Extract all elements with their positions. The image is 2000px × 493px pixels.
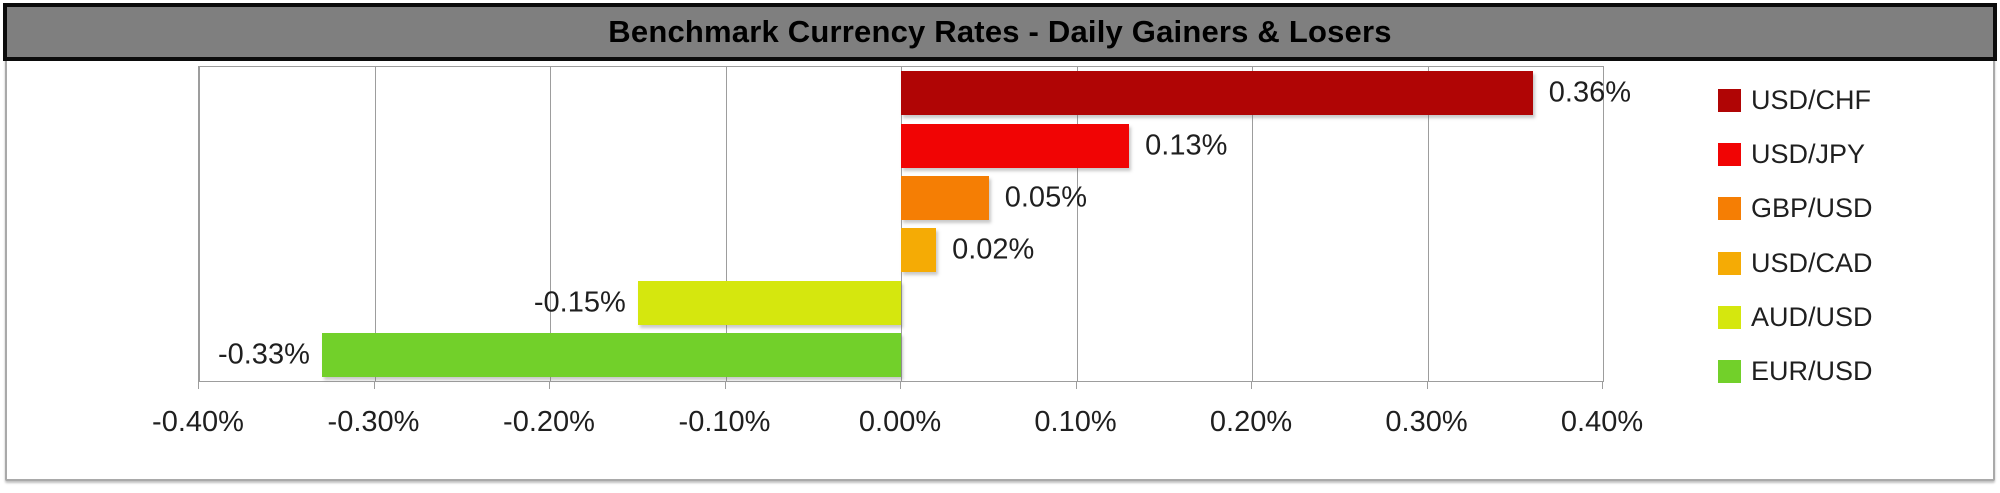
legend-item-aud-usd: AUD/USD bbox=[1718, 298, 1873, 338]
x-axis-tick-label: -0.30% bbox=[327, 406, 420, 438]
legend-label: EUR/USD bbox=[1751, 356, 1873, 387]
x-axis-tick-label: 0.40% bbox=[1560, 406, 1644, 438]
bar-usd-jpy bbox=[901, 123, 1130, 168]
legend-item-gbp-usd: GBP/USD bbox=[1718, 189, 1873, 229]
gridline bbox=[1603, 67, 1604, 381]
legend-item-eur-usd: EUR/USD bbox=[1718, 352, 1873, 392]
legend-label: USD/CAD bbox=[1751, 247, 1873, 278]
plot-area: 0.36% 0.13% 0.05% 0.02% -0.15% -0.33% bbox=[198, 66, 1631, 382]
legend-swatch-icon bbox=[1718, 360, 1741, 384]
axis-tick-mark bbox=[900, 381, 901, 389]
data-label-usd-chf: 0.36% bbox=[1548, 76, 1632, 109]
chart-title: Benchmark Currency Rates - Daily Gainers… bbox=[608, 14, 1392, 49]
axis-tick-mark bbox=[1251, 381, 1252, 389]
gridline bbox=[1076, 67, 1078, 381]
legend-item-usd-jpy: USD/JPY bbox=[1718, 134, 1873, 174]
gridline bbox=[1252, 67, 1253, 381]
bar-gbp-usd bbox=[901, 175, 989, 220]
legend-swatch-icon bbox=[1718, 142, 1741, 166]
data-label-usd-cad: 0.02% bbox=[952, 233, 1035, 266]
gridline bbox=[1427, 67, 1429, 381]
data-label-eur-usd: -0.33% bbox=[217, 338, 310, 371]
x-axis-tick-label: 0.30% bbox=[1385, 406, 1468, 438]
x-axis-tick-label: 0.00% bbox=[858, 406, 942, 438]
data-label-gbp-usd: 0.05% bbox=[1004, 181, 1087, 214]
bar-usd-chf bbox=[901, 71, 1533, 116]
legend-swatch-icon bbox=[1718, 88, 1741, 112]
x-axis-tick-label: 0.10% bbox=[1034, 406, 1117, 438]
axis-tick-mark bbox=[1075, 381, 1077, 389]
axis-tick-mark bbox=[198, 381, 199, 389]
legend-label: AUD/USD bbox=[1751, 302, 1873, 333]
axis-tick-mark bbox=[1426, 381, 1428, 389]
legend: USD/CHF USD/JPY GBP/USD USD/CAD AUD/USD EUR/U… bbox=[1718, 80, 1873, 392]
x-axis-tick-label: -0.20% bbox=[503, 406, 595, 438]
gridline bbox=[374, 67, 376, 381]
legend-item-usd-chf: USD/CHF bbox=[1718, 80, 1873, 120]
legend-swatch-icon bbox=[1718, 251, 1741, 275]
legend-swatch-icon bbox=[1718, 306, 1741, 330]
x-axis-tick-label: -0.10% bbox=[678, 406, 771, 438]
x-axis-tick-label: 0.20% bbox=[1209, 406, 1293, 438]
bar-usd-cad bbox=[901, 228, 937, 273]
axis-tick-mark bbox=[549, 381, 550, 389]
legend-swatch-icon bbox=[1718, 197, 1741, 221]
x-axis-tick-label: -0.40% bbox=[152, 406, 244, 438]
gridline bbox=[901, 67, 902, 381]
legend-label: GBP/USD bbox=[1751, 193, 1873, 224]
axis-tick-mark bbox=[373, 381, 375, 389]
gridline bbox=[199, 67, 200, 381]
bar-aud-usd bbox=[637, 280, 901, 325]
data-label-usd-jpy: 0.13% bbox=[1145, 129, 1228, 161]
x-axis: -0.40% -0.30% -0.20% -0.10% 0.00% 0.10% 0.20% 0… bbox=[152, 406, 1643, 446]
axis-tick-mark bbox=[724, 381, 726, 389]
gridline bbox=[550, 67, 551, 381]
bar-eur-usd bbox=[321, 332, 901, 377]
legend-label: USD/CHF bbox=[1751, 84, 1871, 115]
gridline bbox=[725, 67, 727, 381]
axis-tick-mark bbox=[1602, 381, 1603, 389]
chart-title-bar: Benchmark Currency Rates - Daily Gainers… bbox=[3, 3, 1997, 61]
legend-label: USD/JPY bbox=[1751, 138, 1866, 169]
legend-item-usd-cad: USD/CAD bbox=[1718, 243, 1873, 283]
data-label-aud-usd: -0.15% bbox=[533, 286, 626, 318]
